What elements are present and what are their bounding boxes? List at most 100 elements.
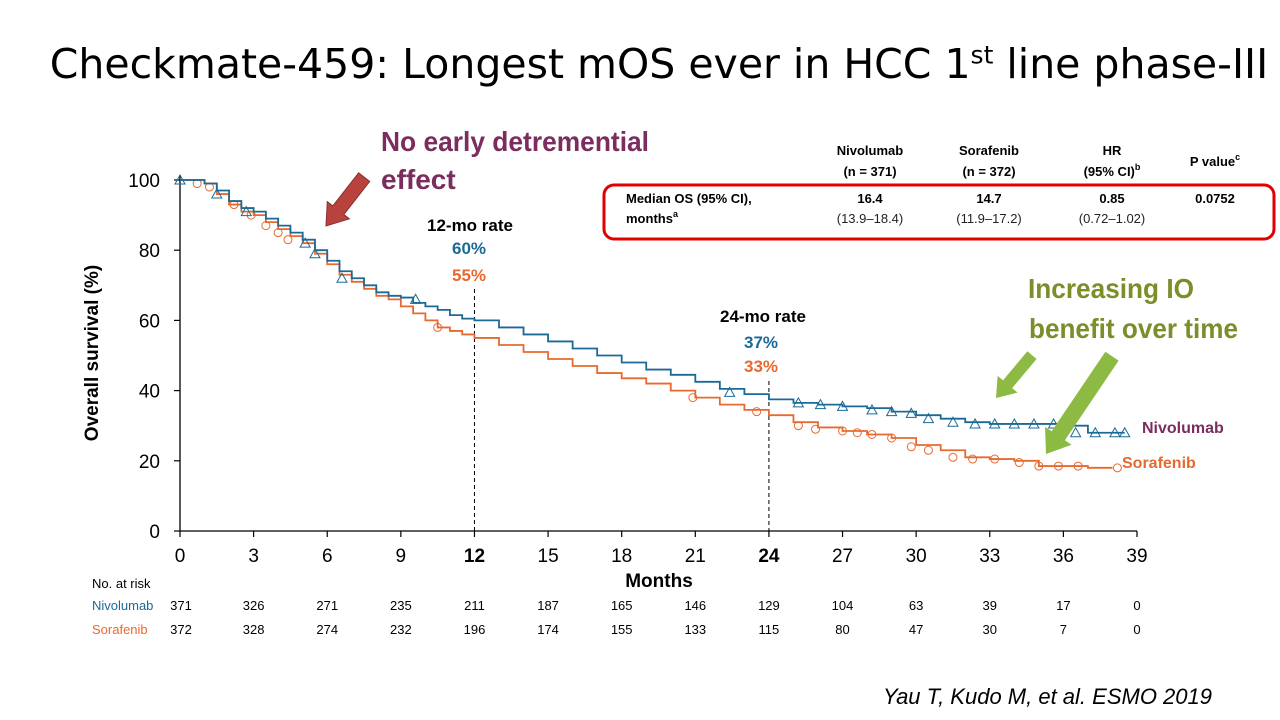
table-cell-ci: (11.9–17.2) [956,211,1022,226]
at-risk-value: 328 [243,622,265,637]
y-tick-label: 20 [139,452,160,473]
x-tick-label: 21 [685,546,706,567]
censor-marker [1069,426,1082,438]
table-row-label-line2: monthsa [626,209,679,226]
at-risk-value: 372 [170,622,192,637]
censor-marker [1008,417,1021,429]
series-layer [174,173,1131,473]
at-risk-value: 129 [758,598,780,613]
table-header-line2: (n = 372) [962,164,1015,179]
censor-marker [811,424,821,434]
at-risk-row-label: Sorafenib [92,622,148,637]
rate-24mo-nivolumab: 37% [744,333,778,352]
at-risk-value: 0 [1133,598,1140,613]
censor-marker [866,403,878,415]
title-tail: line phase-III [993,40,1269,88]
censor-marker [990,454,1000,464]
table-header-line1: Sorafenib [959,143,1019,158]
table-cell-value: 0.0752 [1195,191,1235,206]
x-axis-label: Months [625,571,693,592]
x-tick-label: 24 [758,546,780,567]
censor-marker [867,429,877,439]
at-risk-value: 196 [464,622,486,637]
at-risk-value: 133 [684,622,706,637]
rate-12mo-annotation: 12-mo rate 60% 55% [427,216,513,285]
censor-marker [922,412,935,424]
rate-12mo-sorafenib: 55% [452,266,486,285]
rate-24mo-title: 24-mo rate [720,307,806,326]
censor-marker [210,188,223,199]
green-arrow-small-icon [996,351,1037,398]
green-arrow-large-icon [1045,351,1119,454]
at-risk-value: 104 [832,598,854,613]
stats-table: Nivolumab (n = 371) Sorafenib (n = 372) HR (9… [626,143,1240,226]
censor-marker [792,396,805,408]
censor-marker [688,393,698,403]
x-tick-label: 9 [396,546,407,567]
censor-marker [947,416,959,427]
citation: Yau T, Kudo M, et al. ESMO 2019 [883,684,1212,709]
censor-marker [240,205,253,217]
censor-marker [752,407,762,417]
censor-marker [309,247,321,259]
at-risk-value: 187 [537,598,559,613]
censor-marker [1109,426,1121,438]
x-tick-label: 15 [538,546,559,567]
censor-marker [1118,426,1131,438]
no-early-detriment-annotation: No early detremential effect [381,126,649,195]
censor-marker [336,272,348,283]
censor-marker [905,407,918,418]
censor-marker [1014,458,1024,468]
censor-marker [793,421,803,431]
censor-marker [885,405,898,417]
censor-marker [814,398,827,410]
at-risk-row-label: Nivolumab [92,598,153,613]
title-main: Checkmate-459: Longest mOS ever in HCC 1 [49,40,971,88]
censor-marker [948,452,958,462]
censor-marker [433,322,443,332]
at-risk-value: 146 [684,598,706,613]
x-tick-label: 6 [322,546,333,567]
censor-marker [1089,426,1102,438]
rate-12mo-title: 12-mo rate [427,216,513,235]
series-line-nivolumab [180,179,1125,434]
table-row-label-sup: a [673,209,679,219]
x-tick-label: 3 [248,546,259,567]
sorafenib-series-label: Sorafenib [1122,455,1196,472]
censor-marker [852,428,862,438]
at-risk-value: 155 [611,622,633,637]
median-os-highlight-box [602,183,1276,241]
at-risk-value: 7 [1060,622,1067,637]
at-risk-value: 174 [537,622,559,637]
io-benefit-line1: Increasing IO [1028,273,1194,304]
censor-marker [969,417,981,429]
axes [179,175,1137,532]
x-tick-label: 0 [175,546,186,567]
censor-marker [1053,461,1063,471]
censor-marker [409,293,422,304]
at-risk-value: 47 [909,622,923,637]
table-header-line1: P valuec [1190,152,1240,169]
censor-marker [299,237,311,248]
censor-marker [988,417,1001,429]
x-tick-label: 30 [906,546,927,567]
at-risk-value: 271 [316,598,338,613]
y-tick-label: 40 [139,382,160,403]
table-cell-ci: (13.9–18.4) [837,211,904,226]
at-risk-value: 63 [909,598,923,613]
at-risk-value: 371 [170,598,192,613]
x-ticks: 0 3 6 9 12 15 18 21 24 27 30 33 36 39 [175,531,1148,567]
at-risk-value: 17 [1056,598,1070,613]
table-header-sup: c [1235,152,1240,162]
reference-lines [473,289,770,531]
nivolumab-series-label: Nivolumab [1142,420,1224,437]
censor-marker [1047,417,1060,429]
title-superscript: st [970,40,994,70]
censor-marker [836,400,849,411]
at-risk-value: 326 [243,598,265,613]
at-risk-value: 211 [464,598,485,613]
y-axis-label: Overall survival (%) [82,265,103,441]
x-tick-label: 39 [1126,546,1147,567]
table-header-line1: Nivolumab [837,143,904,158]
